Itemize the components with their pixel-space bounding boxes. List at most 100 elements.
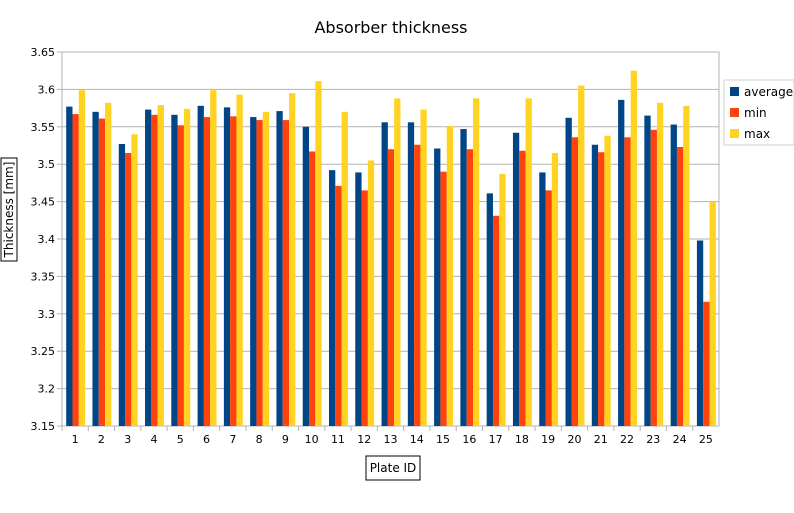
chart-title: Absorber thickness bbox=[314, 18, 467, 37]
bar-max-23 bbox=[656, 102, 664, 427]
bar-max-3 bbox=[131, 134, 138, 426]
bar-min-23 bbox=[650, 129, 657, 427]
bar-average-25 bbox=[696, 240, 704, 426]
y-tick-label: 3.4 bbox=[38, 233, 56, 246]
bar-average-7 bbox=[223, 107, 231, 426]
x-tick-label: 4 bbox=[150, 433, 157, 446]
bar-min-20 bbox=[571, 137, 579, 426]
bar-max-24 bbox=[683, 105, 690, 427]
bar-max-2 bbox=[105, 102, 112, 427]
x-tick-label: 21 bbox=[594, 433, 608, 446]
bar-average-3 bbox=[118, 144, 126, 426]
bar-min-7 bbox=[230, 116, 237, 426]
x-tick-label: 1 bbox=[72, 433, 79, 446]
bar-max-20 bbox=[578, 85, 585, 426]
bar-max-1 bbox=[78, 90, 86, 427]
y-axis-title-box: Thickness [mm] bbox=[0, 157, 18, 262]
legend-label-max: max bbox=[744, 127, 770, 141]
y-tick-label: 3.25 bbox=[31, 345, 56, 358]
x-tick-label: 23 bbox=[646, 433, 660, 446]
x-tick-label: 19 bbox=[541, 433, 555, 446]
bar-min-13 bbox=[387, 149, 395, 427]
bar-min-14 bbox=[414, 144, 421, 426]
bar-average-23 bbox=[644, 115, 651, 426]
bar-average-24 bbox=[670, 124, 677, 426]
bar-max-21 bbox=[604, 135, 611, 426]
bar-max-25 bbox=[709, 201, 716, 426]
x-tick-label: 10 bbox=[305, 433, 319, 446]
y-tick-labels: 3.15 3.2 3.25 3.3 3.35 3.4 3.45 3.5 3.55 3.6 3.65 bbox=[31, 46, 56, 433]
bar-average-19 bbox=[539, 172, 546, 426]
y-tick-label: 3.3 bbox=[38, 308, 56, 321]
bar-min-9 bbox=[282, 120, 290, 426]
bar-average-15 bbox=[434, 148, 441, 427]
bar-average-12 bbox=[355, 172, 362, 426]
y-axis-title: Thickness [mm] bbox=[2, 162, 16, 259]
x-tick-label: 5 bbox=[177, 433, 184, 446]
bar-average-2 bbox=[92, 111, 99, 426]
y-tick-label: 3.65 bbox=[31, 46, 56, 59]
legend-label-average: average bbox=[744, 85, 793, 99]
y-tick-label: 3.45 bbox=[31, 196, 56, 209]
bar-min-2 bbox=[98, 118, 106, 426]
bar-min-5 bbox=[177, 125, 184, 427]
bar-average-21 bbox=[591, 144, 599, 426]
bar-max-14 bbox=[420, 109, 427, 426]
bar-min-10 bbox=[309, 151, 316, 427]
bar-max-8 bbox=[262, 111, 270, 426]
bar-min-12 bbox=[361, 190, 368, 426]
bar-average-8 bbox=[250, 117, 257, 426]
legend-swatch-min bbox=[730, 108, 739, 117]
bar-max-6 bbox=[210, 90, 217, 427]
x-tick-labels: 1 2 3 4 5 6 7 8 9 10 11 12 13 14 15 16 17 18 19 20 21 22 23 24 2… bbox=[72, 433, 713, 446]
bar-max-12 bbox=[367, 160, 375, 426]
bar-min-6 bbox=[203, 117, 211, 426]
x-tick-label: 12 bbox=[357, 433, 371, 446]
bar-min-8 bbox=[256, 120, 263, 426]
bar-average-14 bbox=[407, 122, 415, 426]
bar-average-22 bbox=[618, 99, 625, 427]
bar-max-7 bbox=[236, 94, 243, 426]
bar-average-4 bbox=[145, 109, 152, 426]
bar-max-17 bbox=[499, 173, 506, 426]
bar-min-25 bbox=[703, 301, 710, 426]
bar-average-11 bbox=[328, 170, 336, 426]
x-axis-title-box: Plate ID bbox=[365, 455, 421, 481]
x-tick-label: 9 bbox=[282, 433, 289, 446]
bar-min-21 bbox=[598, 152, 605, 427]
x-axis-title: Plate ID bbox=[370, 461, 417, 475]
bar-max-13 bbox=[394, 98, 401, 426]
bar-max-10 bbox=[315, 81, 322, 427]
y-tick-label: 3.2 bbox=[38, 383, 56, 396]
legend: average min max bbox=[723, 79, 794, 146]
bar-max-5 bbox=[183, 108, 191, 426]
y-tick-label: 3.5 bbox=[38, 158, 56, 171]
x-tick-label: 25 bbox=[699, 433, 713, 446]
bar-max-22 bbox=[630, 70, 637, 426]
bar-min-4 bbox=[151, 114, 158, 426]
y-tick-label: 3.35 bbox=[31, 270, 56, 283]
bar-max-4 bbox=[157, 105, 164, 427]
bar-average-5 bbox=[171, 114, 178, 426]
bar-max-16 bbox=[472, 98, 480, 426]
x-tick-label: 22 bbox=[620, 433, 634, 446]
x-tick-label: 18 bbox=[515, 433, 529, 446]
bar-min-22 bbox=[624, 137, 631, 426]
legend-label-min: min bbox=[744, 106, 767, 120]
bar-min-19 bbox=[545, 190, 552, 426]
bar-average-20 bbox=[565, 117, 572, 426]
bar-max-19 bbox=[551, 152, 559, 427]
bar-average-13 bbox=[381, 122, 388, 426]
y-tick-label: 3.6 bbox=[38, 83, 56, 96]
bar-average-18 bbox=[512, 132, 520, 426]
x-tick-label: 24 bbox=[673, 433, 687, 446]
x-tick-label: 15 bbox=[436, 433, 450, 446]
bar-min-3 bbox=[125, 152, 132, 427]
bar-max-18 bbox=[525, 98, 532, 426]
x-tick-label: 11 bbox=[331, 433, 345, 446]
y-tick-label: 3.15 bbox=[31, 420, 56, 433]
x-tick-label: 7 bbox=[229, 433, 236, 446]
x-tick-label: 16 bbox=[462, 433, 476, 446]
bars bbox=[66, 70, 716, 427]
bar-min-17 bbox=[492, 215, 500, 426]
